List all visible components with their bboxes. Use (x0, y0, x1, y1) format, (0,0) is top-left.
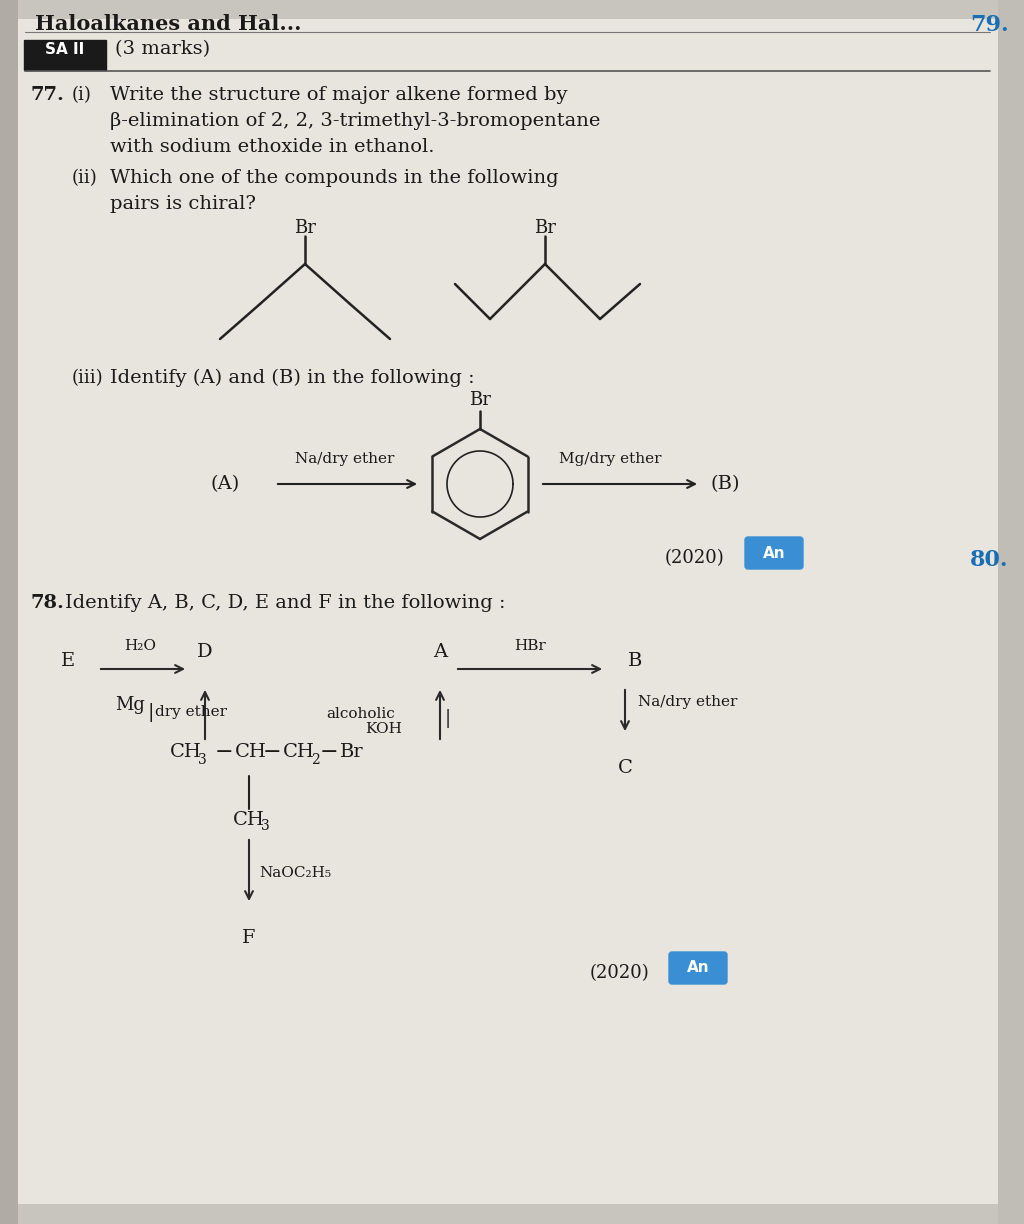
Text: SA II: SA II (45, 42, 85, 56)
Text: (2020): (2020) (665, 550, 725, 567)
Text: C: C (617, 759, 633, 777)
Text: HBr: HBr (514, 639, 546, 652)
Text: (A): (A) (211, 475, 240, 493)
FancyBboxPatch shape (998, 0, 1024, 1224)
Text: Mg/dry ether: Mg/dry ether (559, 452, 662, 466)
Text: 79.: 79. (970, 13, 1009, 35)
Text: pairs is chiral?: pairs is chiral? (110, 195, 256, 213)
Text: 77.: 77. (30, 86, 63, 104)
Text: (ii): (ii) (72, 169, 97, 187)
FancyBboxPatch shape (18, 20, 998, 1204)
Text: |: | (147, 703, 154, 721)
Text: 2: 2 (311, 753, 319, 767)
Text: β-elimination of 2, 2, 3-trimethyl-3-bromopentane: β-elimination of 2, 2, 3-trimethyl-3-bro… (110, 113, 600, 130)
FancyBboxPatch shape (24, 40, 106, 70)
Text: E: E (60, 652, 75, 670)
Text: (iii): (iii) (72, 368, 103, 387)
Text: −: − (319, 741, 339, 763)
Text: Haloalkanes and Hal...: Haloalkanes and Hal... (35, 13, 301, 34)
Text: Br: Br (294, 219, 316, 237)
Text: B: B (628, 652, 642, 670)
Text: (2020): (2020) (590, 965, 650, 982)
Text: Identify A, B, C, D, E and F in the following :: Identify A, B, C, D, E and F in the foll… (65, 594, 506, 612)
Text: Na/dry ether: Na/dry ether (295, 452, 394, 466)
Text: 3: 3 (198, 753, 207, 767)
Text: Identify (A) and (B) in the following :: Identify (A) and (B) in the following : (110, 368, 475, 387)
Text: Na/dry ether: Na/dry ether (638, 695, 737, 709)
Text: alcoholic: alcoholic (327, 707, 395, 721)
Text: CH: CH (283, 743, 314, 761)
Text: An: An (763, 546, 785, 561)
Text: Mg: Mg (115, 696, 144, 714)
Text: 78.: 78. (30, 594, 63, 612)
Text: (3 marks): (3 marks) (115, 40, 210, 58)
Text: H₂O: H₂O (124, 639, 156, 652)
Text: 80.: 80. (970, 550, 1009, 572)
Text: Write the structure of major alkene formed by: Write the structure of major alkene form… (110, 86, 567, 104)
Text: |: | (445, 710, 452, 728)
Text: A: A (433, 643, 447, 661)
Text: (i): (i) (72, 86, 92, 104)
Text: CH: CH (234, 743, 267, 761)
Text: 3: 3 (261, 819, 269, 834)
Text: D: D (198, 643, 213, 661)
Text: Br: Br (535, 219, 556, 237)
Text: dry ether: dry ether (155, 705, 227, 718)
Text: −: − (263, 741, 282, 763)
Text: (B): (B) (710, 475, 739, 493)
FancyBboxPatch shape (0, 0, 18, 1224)
Text: An: An (687, 961, 710, 976)
FancyBboxPatch shape (669, 952, 727, 984)
Text: F: F (243, 929, 256, 947)
Text: KOH: KOH (366, 722, 402, 736)
Text: CH: CH (233, 812, 265, 829)
Text: −: − (215, 741, 233, 763)
Text: CH: CH (170, 743, 202, 761)
FancyBboxPatch shape (745, 537, 803, 569)
Text: Which one of the compounds in the following: Which one of the compounds in the follow… (110, 169, 559, 187)
Text: with sodium ethoxide in ethanol.: with sodium ethoxide in ethanol. (110, 138, 434, 155)
Text: Br: Br (469, 390, 490, 409)
Text: Br: Br (340, 743, 364, 761)
Text: NaOC₂H₅: NaOC₂H₅ (259, 867, 331, 880)
